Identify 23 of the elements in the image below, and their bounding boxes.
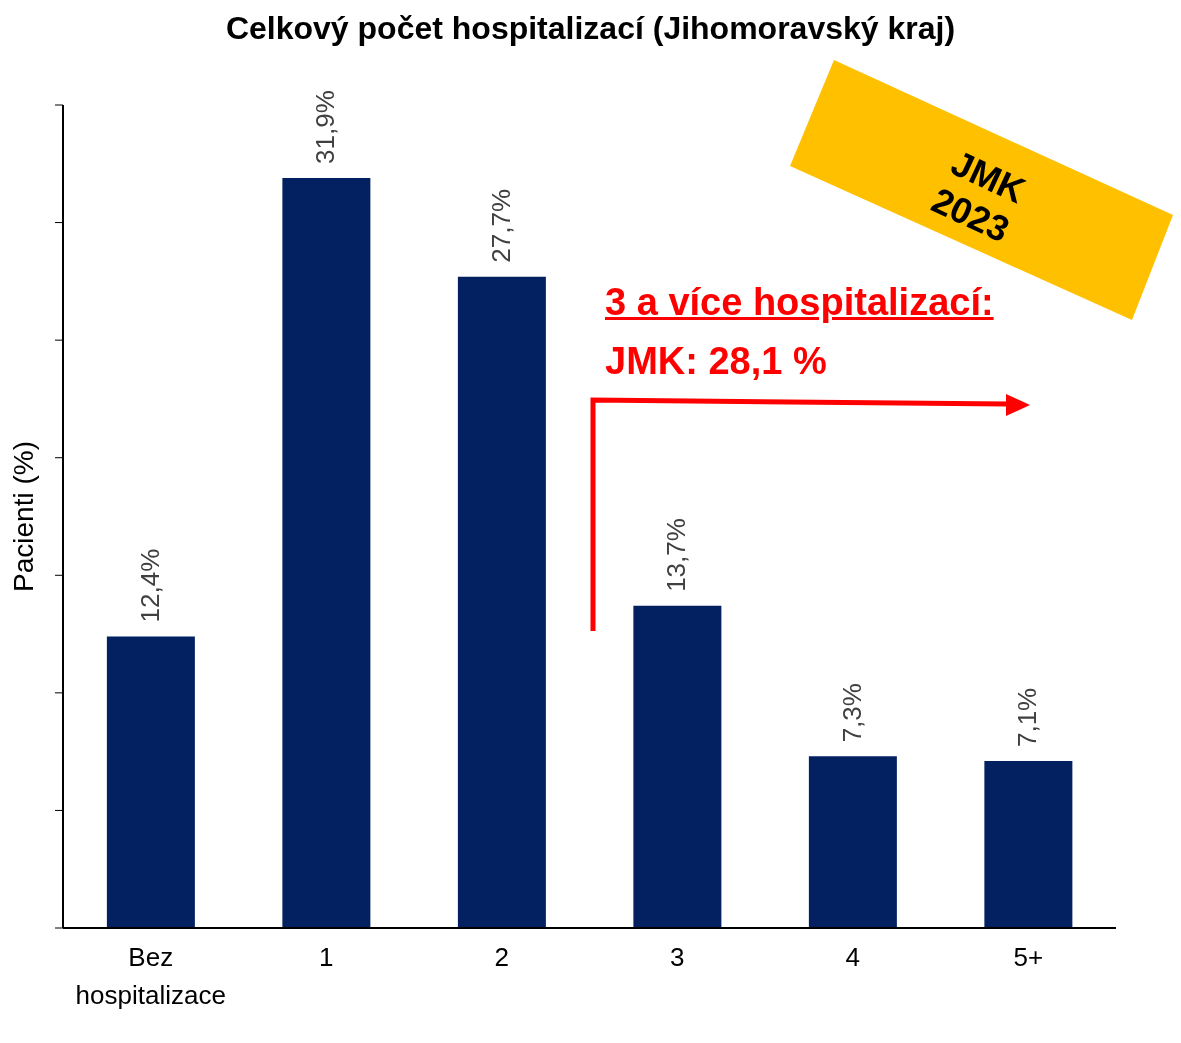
x-tick-label: 3	[670, 942, 685, 972]
bar	[457, 276, 546, 928]
x-tick-label: Bez hospitalizace	[75, 942, 226, 1010]
bar	[808, 756, 897, 928]
data-label: 31,9%	[310, 90, 341, 164]
bar	[984, 761, 1073, 928]
data-label: 12,4%	[134, 548, 165, 623]
data-label: 27,7%	[485, 188, 516, 263]
annotation: JMK: 28,1 %	[605, 340, 827, 383]
bar	[106, 636, 195, 928]
data-label: 7,3%	[836, 683, 867, 743]
bar	[633, 605, 722, 928]
y-axis-title: Pacienti (%)	[7, 441, 39, 592]
bar	[282, 177, 371, 928]
x-tick-label: 2	[494, 942, 509, 972]
data-label: 13,7%	[661, 518, 692, 592]
x-tick-label: 1	[319, 942, 334, 972]
x-tick-label: 5+	[1013, 942, 1044, 972]
annotation: 3 a více hospitalizací:	[605, 281, 994, 324]
x-tick-label: 4	[845, 942, 860, 972]
data-label: 7,1%	[1012, 687, 1043, 748]
chart-title: Celkový počet hospitalizací (Jihomoravský kraj)	[224, 10, 957, 47]
annotation: JMK 2023	[925, 142, 1032, 251]
